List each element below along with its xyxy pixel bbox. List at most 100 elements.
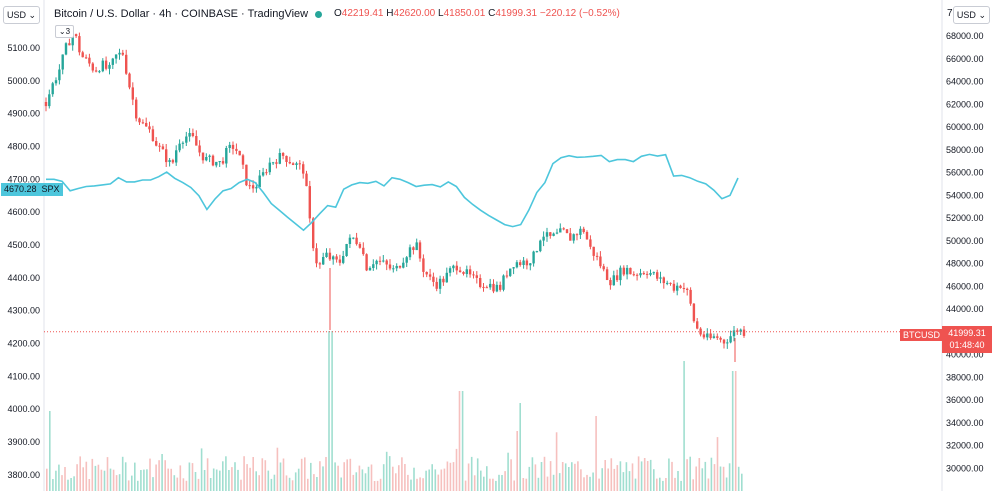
candle-body [736,330,739,332]
volume-bar [325,457,327,491]
volume-bar [510,459,512,491]
right-axis-tick-label: 52000.00 [946,213,984,223]
chevron-down-icon: ⌄ [58,27,66,36]
volume-bar [222,461,224,491]
candle-body [569,233,572,241]
candle-body [662,277,665,284]
volume-bar [540,462,543,491]
candle-body [502,275,505,290]
volume-bar [115,475,118,491]
volume-bar [97,464,100,491]
candle-body [51,83,54,95]
candle-body [345,244,348,256]
chart-title: Bitcoin / U.S. Dollar · 4h · COINBASE · … [54,8,309,20]
candle-body [495,284,499,292]
volume-bar [428,469,430,491]
candle-body [385,260,388,265]
volume-bar [376,480,379,491]
candle-body [195,136,198,146]
candle-body [709,333,712,339]
volume-bar [300,458,303,491]
ohlc-o-label: O [334,8,342,19]
candle-body [342,256,345,263]
ohlc-readout: O42219.41 H42620.00 L41850.01 C41999.31 … [334,8,620,19]
volume-bar [255,471,257,491]
volume-bar [546,476,549,491]
candle-body [388,264,392,269]
volume-bar [413,467,415,491]
volume-bar [722,466,725,491]
volume-bar [528,466,531,491]
volume-bar [674,477,676,491]
volume-bar [741,473,743,491]
volume-bar [443,468,446,491]
chevron-down-icon: ⌄ [28,10,37,20]
volume-bar [710,457,713,491]
indicators-collapse-button[interactable]: ⌄3 [55,25,74,38]
candle-body [315,248,318,264]
candle-body [238,150,241,156]
volume-bar [146,469,148,491]
candle-body [422,258,425,272]
volume-bar [583,477,585,491]
volume-bar [240,479,242,491]
volume-bar [586,474,588,491]
currency-select-left[interactable]: USD ⌄ [3,6,41,24]
volume-bar [416,478,418,491]
volume-bar [322,466,324,491]
right-axis-tick-label: 30000.00 [946,463,984,473]
volume-bar [343,462,345,491]
volume-bar [425,470,427,491]
volume-bar [401,457,403,491]
candle-body [582,228,585,232]
volume-bar [249,467,251,491]
volume-bar [58,464,60,491]
candle-body [479,278,482,287]
volume-bar [601,468,603,491]
candle-body [575,234,579,236]
volume-bar [291,480,294,491]
volume-bar [549,461,552,491]
candle-body [442,278,445,283]
candle-body [482,286,485,288]
candle-body [151,129,155,141]
candle-body [178,143,181,151]
volume-bar [106,457,109,491]
btc-symbol-tag: BTCUSD [900,329,944,341]
candle-body [191,133,195,136]
volume-bar [100,469,103,491]
candle-body [509,268,512,276]
volume-bar [304,457,306,491]
candle-body [699,328,702,335]
volume-bar [419,477,421,491]
candle-body [155,141,158,146]
volume-bar [595,416,597,491]
candle-body [562,228,565,230]
volume-bar [610,458,613,491]
volume-bar [355,472,358,491]
volume-bar [64,467,66,491]
currency-select-right[interactable]: USD ⌄ [952,6,990,24]
volume-bar [382,464,385,491]
volume-bar [331,331,333,491]
volume-bar [665,478,667,491]
candle-body [398,266,402,268]
candle-body [716,336,719,338]
volume-bar [704,461,707,491]
right-axis-tick-label: 62000.00 [946,99,984,109]
candle-body [632,274,635,276]
volume-bar [173,475,176,491]
volume-bar [649,459,652,491]
candle-body [231,144,235,149]
candle-body [418,242,422,259]
candle-body [448,268,452,273]
volume-bar [261,458,264,491]
candle-body [58,69,61,81]
candle-body [555,232,559,234]
indicator-count: 3 [65,27,71,36]
candle-body [175,150,178,163]
volume-bar [734,371,737,491]
volume-bar [273,474,276,491]
volume-bar [467,463,470,491]
